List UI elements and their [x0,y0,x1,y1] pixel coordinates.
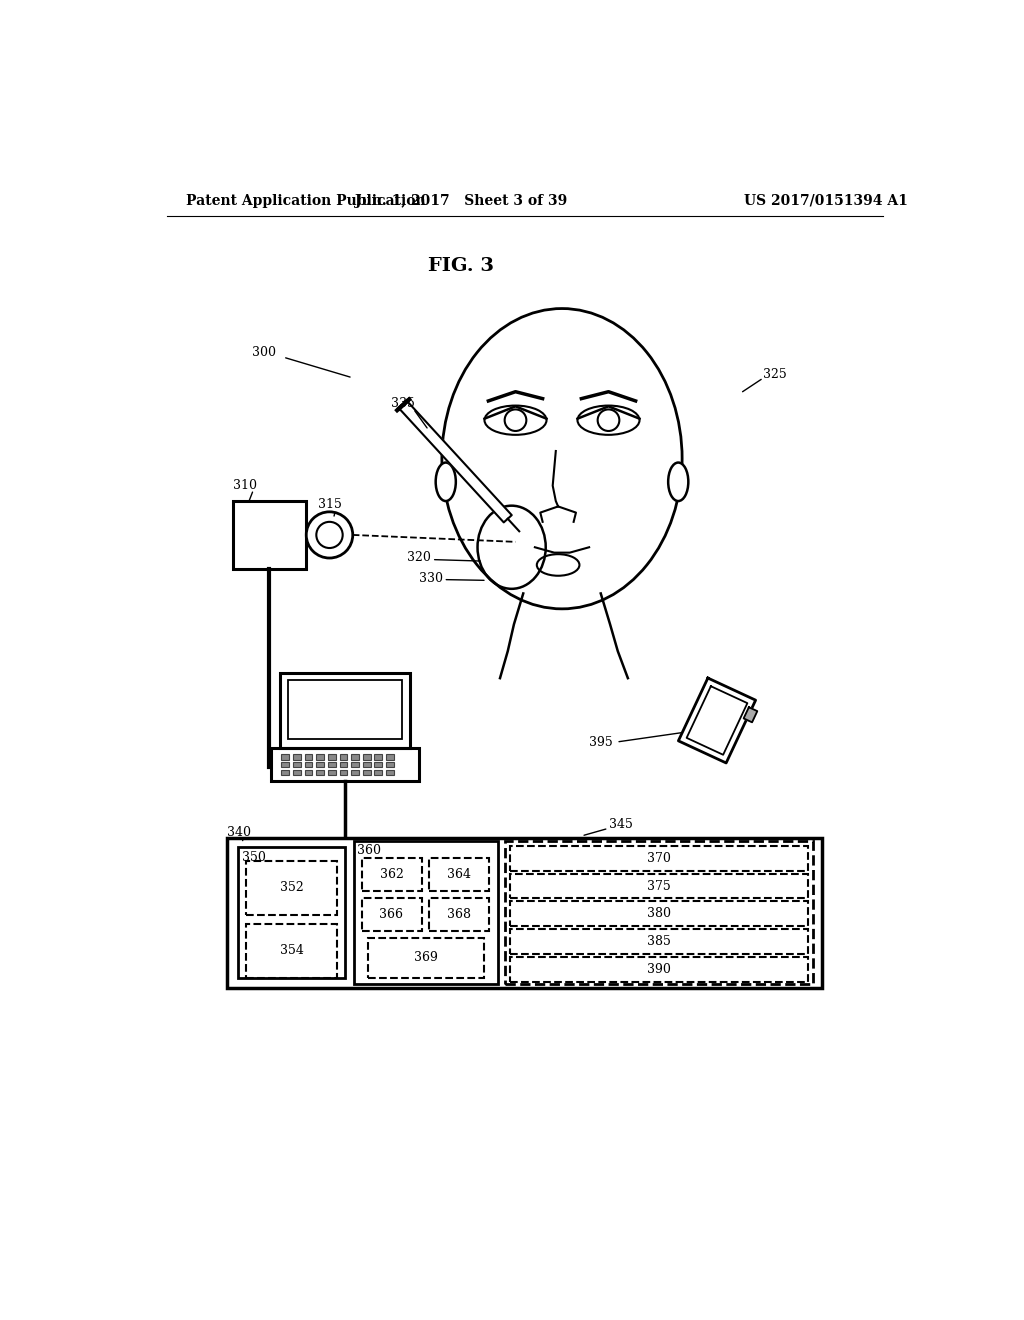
Text: 352: 352 [280,880,303,894]
Text: 360: 360 [357,845,381,858]
Bar [386,770,394,775]
Text: 380: 380 [647,907,671,920]
Bar [293,770,301,775]
Text: 375: 375 [647,879,671,892]
Ellipse shape [484,405,547,434]
Text: FIG. 3: FIG. 3 [428,257,495,275]
Bar [288,681,402,739]
Text: 369: 369 [414,952,437,964]
Bar [351,762,359,767]
Text: 385: 385 [647,935,671,948]
Ellipse shape [537,554,580,576]
Text: 300: 300 [252,346,276,359]
Text: 350: 350 [242,850,266,863]
Bar [282,762,289,767]
Text: 345: 345 [608,818,633,832]
Bar [362,899,422,931]
Bar [316,770,324,775]
Bar [340,762,347,767]
Bar [510,957,809,982]
Text: 310: 310 [232,479,257,492]
Bar [354,841,498,983]
Text: 315: 315 [317,499,342,511]
Text: 390: 390 [647,962,671,975]
Bar [246,861,337,915]
Bar [293,762,301,767]
Bar [362,762,371,767]
Bar [375,770,382,775]
Ellipse shape [435,462,456,502]
Bar [305,770,312,775]
Ellipse shape [442,309,682,609]
Bar [351,755,359,760]
Bar [270,748,420,780]
Bar [362,858,422,891]
Bar [328,770,336,775]
Text: 330: 330 [419,572,442,585]
Text: US 2017/0151394 A1: US 2017/0151394 A1 [743,194,907,207]
Bar [340,770,347,775]
Bar [305,755,312,760]
Bar [510,846,809,871]
Bar [386,762,394,767]
Text: 364: 364 [446,869,471,880]
Bar [510,874,809,899]
Bar [351,770,359,775]
Circle shape [598,409,620,430]
Text: Jun. 1, 2017   Sheet 3 of 39: Jun. 1, 2017 Sheet 3 of 39 [355,194,567,207]
Circle shape [306,512,352,558]
Circle shape [505,409,526,430]
Bar [375,755,382,760]
Bar [246,924,337,978]
Text: 370: 370 [647,851,671,865]
Text: 335: 335 [391,397,416,409]
Text: 340: 340 [227,825,251,838]
Text: 325: 325 [764,367,787,380]
Bar [386,755,394,760]
Bar [369,939,483,978]
Bar [280,673,410,748]
Circle shape [316,521,343,548]
Text: 395: 395 [589,735,613,748]
Bar [282,755,289,760]
Bar [293,755,301,760]
Bar [316,755,324,760]
Text: Patent Application Publication: Patent Application Publication [186,194,426,207]
Text: 362: 362 [380,869,403,880]
Text: 354: 354 [280,944,303,957]
Bar [227,838,822,987]
Bar [362,770,371,775]
Polygon shape [678,678,756,763]
Bar [506,841,813,983]
Ellipse shape [669,462,688,502]
Bar [238,847,345,978]
Polygon shape [399,401,512,523]
Text: 366: 366 [380,908,403,921]
Bar [429,858,489,891]
Text: 368: 368 [446,908,471,921]
Bar [328,755,336,760]
Ellipse shape [578,405,640,434]
Bar [305,762,312,767]
Bar [316,762,324,767]
Bar [328,762,336,767]
Bar [510,902,809,927]
Bar [362,755,371,760]
Text: 320: 320 [407,550,431,564]
Polygon shape [743,708,758,722]
Bar [340,755,347,760]
Bar [510,929,809,954]
Bar [282,770,289,775]
Bar [429,899,489,931]
Bar [232,502,306,569]
Bar [375,762,382,767]
